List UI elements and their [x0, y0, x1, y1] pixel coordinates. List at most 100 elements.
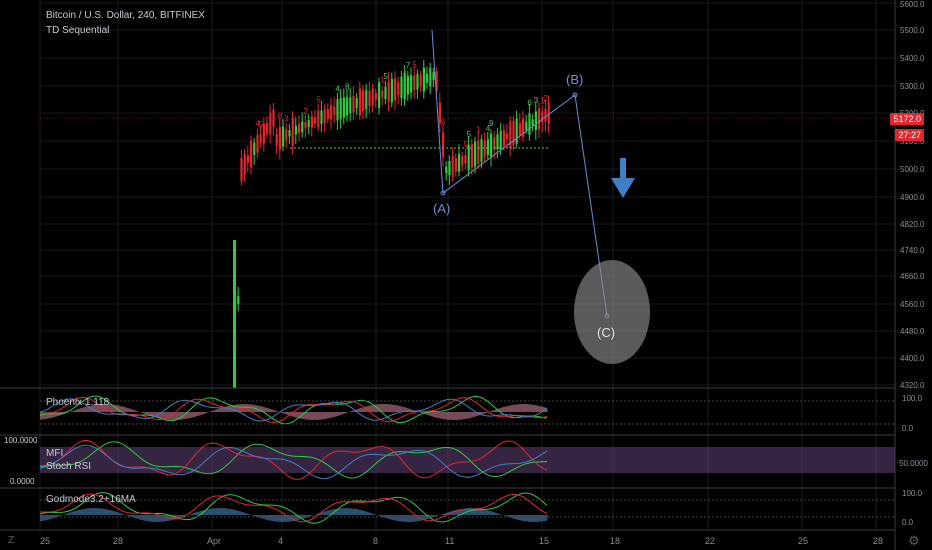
- td-count: 8: [345, 82, 350, 91]
- candle-body: [406, 75, 409, 95]
- candle-body: [531, 119, 534, 126]
- y-tick: 4400.0: [900, 354, 925, 363]
- wave-a-label: (A): [433, 201, 451, 216]
- phoenix-label: Phoenix 1.118: [46, 397, 110, 408]
- td-count: 4: [255, 120, 260, 129]
- candle-body: [470, 144, 473, 168]
- y-tick: 4820.0: [900, 220, 925, 229]
- indicator-line: [39, 395, 548, 425]
- candle-body: [547, 102, 550, 125]
- y-tick: 4480.0: [900, 327, 925, 336]
- candle-body: [358, 88, 361, 116]
- y-tick: 4320.0: [900, 381, 925, 390]
- candle-body: [240, 157, 243, 181]
- candle-body: [454, 158, 457, 172]
- candle-body: [512, 120, 515, 146]
- candle-body: [355, 98, 358, 108]
- candle-body: [515, 118, 518, 144]
- td-count: 3: [534, 96, 539, 105]
- phoenix-tick-100: 100.0: [902, 394, 923, 403]
- y-tick: 5000.0: [900, 165, 925, 174]
- candle-body: [435, 71, 438, 91]
- godmode-indicator: [39, 492, 895, 524]
- candle-body: [246, 155, 249, 163]
- candle-body: [445, 166, 448, 174]
- candle-body: [285, 129, 288, 141]
- td-count: 2: [543, 94, 548, 103]
- candle-body: [490, 133, 493, 157]
- y-tick: 5600.0: [900, 0, 925, 9]
- candle-body: [349, 97, 352, 114]
- godmode-tick-0: 0.0: [902, 518, 914, 527]
- candle-body: [493, 137, 496, 150]
- candle-body: [458, 154, 461, 172]
- td-count: 5: [412, 61, 417, 70]
- candle-body: [336, 99, 339, 121]
- candle-body: [400, 76, 403, 99]
- candle-body: [317, 110, 320, 128]
- candle-body: [410, 75, 413, 93]
- td-count: 9: [489, 119, 494, 128]
- candle-body: [314, 117, 317, 124]
- wave-a-point: [440, 190, 446, 196]
- candle-body: [253, 142, 256, 155]
- candle-body: [323, 108, 326, 123]
- y-tick: 4900.0: [900, 193, 925, 202]
- candle-body: [486, 139, 489, 155]
- td-count: 6: [441, 118, 446, 127]
- candle-body: [282, 126, 285, 147]
- candle-body: [291, 117, 294, 146]
- zoom-icon[interactable]: Z: [8, 535, 15, 546]
- indicator-line: [40, 493, 548, 523]
- mfi-label: MFI: [46, 448, 64, 459]
- candle-body: [403, 72, 406, 100]
- candle-body: [477, 140, 480, 164]
- candle-body: [275, 133, 278, 146]
- candle-body: [381, 90, 384, 98]
- y-tick: 4560.0: [900, 300, 925, 309]
- candle-body: [272, 109, 275, 127]
- candle-body: [390, 78, 393, 103]
- indicator-line: [39, 444, 548, 480]
- candle-body: [496, 134, 499, 150]
- candle-body: [346, 97, 349, 116]
- gear-icon[interactable]: ⚙: [908, 533, 920, 548]
- y-tick: 5400.0: [900, 54, 925, 63]
- stoch-rsi-label: Stoch RSI: [46, 461, 92, 472]
- td-count: 5: [259, 120, 264, 129]
- target-ellipse: [574, 260, 650, 364]
- candle-body: [506, 133, 509, 140]
- candle-body: [541, 111, 544, 123]
- candle-body: [483, 140, 486, 157]
- y-tick: 5500.0: [900, 26, 925, 35]
- candle-body: [266, 122, 269, 134]
- godmode-label: Godmode3.2+16MA: [46, 494, 136, 505]
- x-tick: 28: [113, 536, 124, 546]
- candle-body: [413, 75, 416, 91]
- candle-body: [243, 153, 246, 175]
- candle-body: [518, 123, 521, 136]
- wave-b-label: (B): [566, 72, 584, 87]
- td-count: 2: [303, 107, 308, 116]
- td-count: 3: [284, 115, 289, 124]
- candle-body: [326, 109, 329, 120]
- candle-body: [442, 132, 445, 158]
- x-tick: 15: [539, 536, 550, 546]
- candle-body: [301, 121, 304, 133]
- x-tick: 8: [373, 536, 379, 546]
- candle-body: [262, 123, 265, 144]
- candle-body: [422, 67, 425, 92]
- godmode-tick-100: 100.0: [902, 489, 923, 498]
- candle-body: [304, 122, 307, 129]
- candle-body: [451, 155, 454, 177]
- wave-b-point: [572, 92, 578, 98]
- candle-body: [310, 116, 313, 128]
- candle-body: [502, 130, 505, 147]
- candle-body: [250, 140, 253, 168]
- candle-body: [387, 81, 390, 102]
- x-tick: 28: [873, 536, 884, 546]
- mfi-left-bottom: 0.0000: [10, 477, 35, 486]
- td-count: 5: [316, 96, 321, 105]
- last-price-badge: 5172.0: [890, 113, 924, 125]
